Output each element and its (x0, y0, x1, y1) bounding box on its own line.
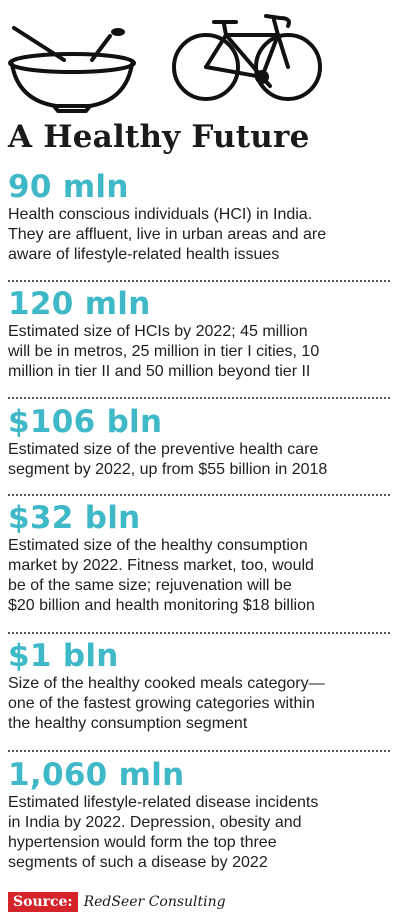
stat-description: Size of the healthy cooked meals categor… (8, 674, 396, 734)
stat-description-line: in India by 2022. Depression, obesity an… (8, 814, 302, 831)
source-name: RedSeer Consulting (83, 894, 226, 910)
bowl-and-spoon-icon (8, 26, 136, 113)
stat-description-line: segment by 2022, up from $55 billion in … (8, 461, 328, 478)
stat-block: 120 mln Estimated size of HCIs by 2022; … (8, 286, 396, 382)
bicycle-icon (172, 14, 322, 101)
stat-block: $1 bln Size of the healthy cooked meals … (8, 638, 396, 734)
header-illustrations (8, 14, 322, 113)
dotted-divider (8, 494, 390, 496)
stat-description: Estimated size of the preventive health … (8, 440, 396, 480)
stat-description: Estimated size of the healthy consumptio… (8, 536, 396, 616)
stat-description-line: They are affluent, live in urban areas a… (8, 226, 327, 243)
dotted-divider (8, 750, 390, 752)
stat-description-line: be of the same size; rejuvenation will b… (8, 577, 292, 594)
stat-block: 1,060 mln Estimated lifestyle-related di… (8, 757, 396, 873)
stat-block: $32 bln Estimated size of the healthy co… (8, 500, 396, 616)
stat-value: 1,060 mln (8, 757, 185, 793)
stat-description-line: Estimated size of HCIs by 2022; 45 milli… (8, 323, 308, 340)
stat-description-line: Size of the healthy cooked meals categor… (8, 675, 325, 692)
stat-description-line: aware of lifestyle-related health issues (8, 246, 280, 263)
page-title: A Healthy Future (8, 119, 310, 155)
stat-description-line: will be in metros, 25 million in tier I … (8, 343, 320, 360)
stat-description-line: the healthy consumption segment (8, 715, 248, 732)
dotted-divider (8, 397, 390, 399)
stat-value: 90 mln (8, 169, 129, 205)
source-credit: Source: RedSeer Consulting (8, 891, 226, 913)
stat-description-line: Health conscious individuals (HCI) in In… (8, 206, 313, 223)
stat-description: Estimated size of HCIs by 2022; 45 milli… (8, 322, 396, 382)
stat-description: Health conscious individuals (HCI) in In… (8, 205, 396, 265)
stat-description-line: million in tier II and 50 million beyond… (8, 363, 311, 380)
stat-value: 120 mln (8, 286, 151, 322)
stat-description-line: Estimated size of the healthy consumptio… (8, 537, 308, 554)
stat-block: 90 mln Health conscious individuals (HCI… (8, 169, 396, 265)
stat-description-line: Estimated lifestyle-related disease inci… (8, 794, 319, 811)
stat-description-line: Estimated size of the preventive health … (8, 441, 319, 458)
stat-value: $1 bln (8, 638, 119, 674)
stat-block: $106 bln Estimated size of the preventiv… (8, 404, 396, 480)
dotted-divider (8, 632, 390, 634)
source-label: Source: (8, 892, 78, 912)
stat-description-line: one of the fastest growing categories wi… (8, 695, 315, 712)
stat-description-line: market by 2022. Fitness market, too, wou… (8, 557, 314, 574)
stat-description-line: $20 billion and health monitoring $18 bi… (8, 597, 315, 614)
stat-description: Estimated lifestyle-related disease inci… (8, 793, 396, 873)
stat-description-line: segments of such a disease by 2022 (8, 854, 268, 871)
stat-value: $32 bln (8, 500, 141, 536)
dotted-divider (8, 280, 390, 282)
stat-description-line: hypertension would form the top three (8, 834, 277, 851)
stat-value: $106 bln (8, 404, 163, 440)
